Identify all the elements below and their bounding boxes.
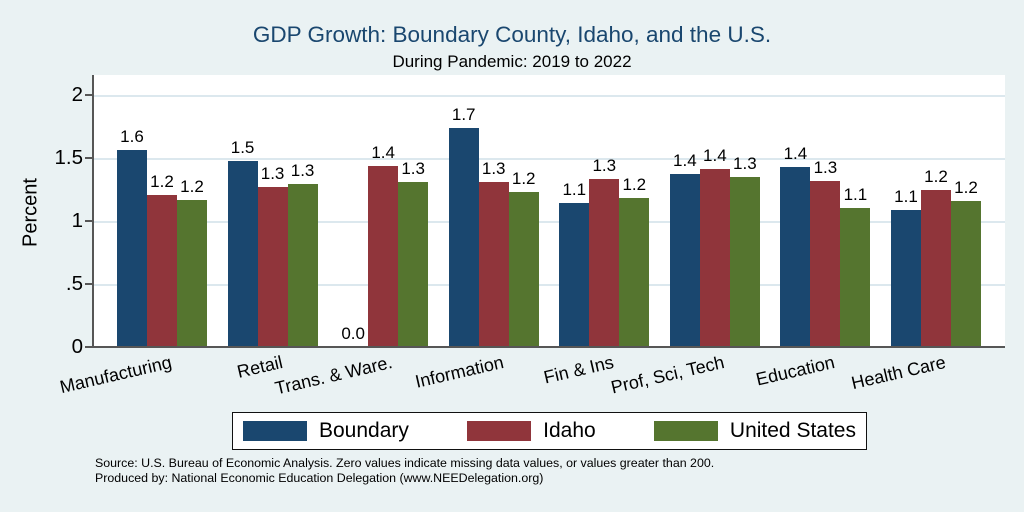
- y-axis-tick-label: 1.5: [54, 146, 84, 169]
- bar-value-label: 0.0: [341, 324, 365, 343]
- y-axis-tick: [85, 283, 93, 285]
- x-axis-label: Prof, Sci, Tech: [609, 352, 727, 398]
- bar-value-label: 1.2: [180, 176, 204, 196]
- y-axis-line: [92, 75, 94, 348]
- y-gridline: [93, 158, 1005, 160]
- y-gridline: [93, 221, 1005, 223]
- y-axis-title: Percent: [19, 178, 42, 247]
- source-note: Source: U.S. Bureau of Economic Analysis…: [95, 456, 715, 470]
- bar: [890, 209, 921, 347]
- bar-value-label: 1.1: [562, 180, 587, 200]
- bar: [287, 184, 318, 347]
- bar: [669, 174, 700, 347]
- plot-area: 1.6 1.2 1.2 1.5 1.3 1.3 0.0 1.4 1.3 1.7 1.3 1.2 1.1 1…: [93, 75, 1005, 347]
- bar-value-label: 1.4: [783, 143, 808, 163]
- bar-value-label: 1.2: [622, 175, 647, 195]
- legend-entry-boundary: Boundary: [243, 419, 409, 443]
- bar-value-label: 1.2: [511, 169, 536, 189]
- bar: [478, 181, 509, 347]
- bar: [810, 180, 841, 347]
- legend: Boundary Idaho United States: [232, 412, 867, 450]
- legend-entry-united-states: United States: [653, 419, 856, 443]
- legend-swatch-idaho: [467, 421, 532, 441]
- bar-value-label: 1.5: [230, 137, 255, 157]
- y-axis-tick-label: .5: [65, 272, 83, 295]
- bar-value-label: 1.3: [260, 163, 285, 183]
- bar-value-label: 1.7: [451, 104, 476, 124]
- bar-value-label: 1.3: [592, 156, 617, 176]
- bar-value-label: 1.2: [150, 171, 174, 191]
- legend-entry-idaho: Idaho: [467, 419, 596, 443]
- bar: [619, 198, 650, 347]
- bar-value-label: 1.3: [401, 158, 425, 178]
- x-axis-label: Education: [754, 352, 837, 390]
- x-axis-line: [93, 346, 1005, 348]
- y-axis-tick-label: 0: [71, 335, 83, 358]
- y-axis-tick: [85, 157, 93, 159]
- bar: [227, 160, 258, 347]
- y-axis-tick-label: 2: [71, 83, 83, 106]
- y-axis-tick-label: 1: [71, 209, 83, 232]
- bar: [840, 208, 871, 347]
- x-axis-label: Information: [412, 352, 506, 392]
- chart-subtitle: During Pandemic: 2019 to 2022: [392, 52, 632, 71]
- x-axis-label: Fin & Ins: [542, 352, 616, 388]
- bar: [589, 179, 620, 347]
- bar: [147, 194, 177, 347]
- bar: [368, 165, 399, 347]
- x-axis-label: Trans. & Ware.: [273, 352, 395, 399]
- legend-label-united-states: United States: [729, 419, 856, 442]
- bar: [950, 200, 981, 347]
- legend-swatch-boundary: [243, 421, 307, 441]
- bar: [117, 150, 147, 347]
- bar: [559, 203, 590, 347]
- bar: [398, 181, 429, 347]
- bar: [699, 169, 730, 347]
- bar: [448, 127, 479, 347]
- bar-value-label: 1.2: [954, 177, 978, 197]
- produced-by-note: Produced by: National Economic Education…: [95, 471, 544, 485]
- y-axis-tick: [85, 346, 93, 348]
- legend-label-boundary: Boundary: [319, 419, 409, 442]
- y-gridline: [93, 284, 1005, 286]
- bar-value-label: 1.4: [371, 142, 395, 162]
- x-axis-label: Health Care: [849, 352, 948, 394]
- chart-title: GDP Growth: Boundary County, Idaho, and …: [252, 22, 772, 47]
- bar-value-label: 1.4: [703, 146, 727, 166]
- bar: [257, 186, 288, 347]
- bar-value-label: 1.4: [673, 151, 697, 171]
- y-axis-tick: [85, 220, 93, 222]
- bar: [729, 176, 760, 347]
- bar-value-label: 1.6: [120, 127, 144, 147]
- bar: [508, 192, 539, 347]
- legend-label-idaho: Idaho: [543, 419, 596, 442]
- bar-value-label: 1.3: [290, 161, 315, 181]
- bar: [920, 189, 951, 347]
- bar-value-label: 1.1: [894, 186, 918, 206]
- legend-swatch-united-states: [653, 421, 718, 441]
- bar-value-label: 1.2: [924, 166, 948, 186]
- bar: [780, 166, 811, 347]
- bar-value-label: 1.1: [843, 185, 868, 205]
- footer-notes: Source: U.S. Bureau of Economic Analysis…: [95, 456, 714, 486]
- bar-value-label: 1.3: [481, 158, 506, 178]
- y-axis-tick: [85, 94, 93, 96]
- bar-value-label: 1.3: [733, 153, 757, 173]
- bar-value-label: 1.3: [813, 157, 838, 177]
- y-gridline: [93, 95, 1005, 97]
- bar: [177, 199, 207, 347]
